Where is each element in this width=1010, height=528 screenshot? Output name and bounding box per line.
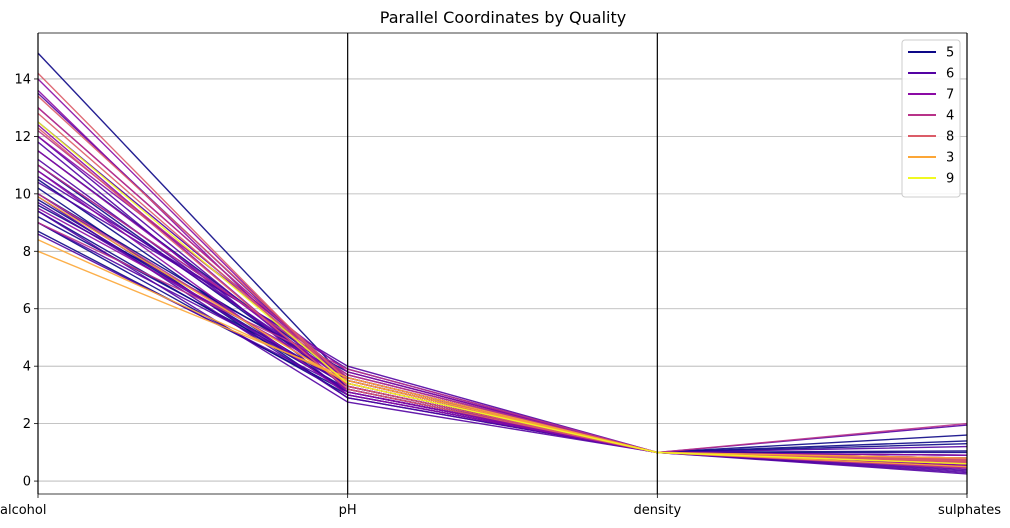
y-tick-label: 6 <box>23 302 31 317</box>
chart-title: Parallel Coordinates by Quality <box>380 8 626 27</box>
y-tick-label: 0 <box>23 475 31 490</box>
x-tick-label: pH <box>339 503 357 518</box>
legend-label: 4 <box>946 109 954 124</box>
series-lines-layer <box>37 52 968 475</box>
y-tick-label: 14 <box>14 72 31 87</box>
y-tick-label: 2 <box>23 417 31 432</box>
axes-layer: 0 2 4 6 8 10 12 14 alcohol pH density sulphates <box>0 32 1001 518</box>
legend-label: 9 <box>946 172 954 187</box>
series-line-quality-4 <box>37 221 968 454</box>
legend-label: 5 <box>946 46 954 61</box>
legend-label: 3 <box>946 151 954 166</box>
series-line-quality-3 <box>37 250 968 468</box>
series-line-quality-6 <box>37 196 968 454</box>
y-tick-label: 8 <box>23 245 31 260</box>
legend: 5 6 7 4 8 3 9 <box>901 39 961 198</box>
x-tick-label: density <box>633 503 681 518</box>
y-tick-label: 10 <box>14 187 31 202</box>
y-tick-label: 4 <box>23 360 31 375</box>
legend-label: 7 <box>946 88 954 103</box>
series-line-quality-9 <box>37 121 968 465</box>
x-tick-label: sulphates <box>938 503 1001 518</box>
legend-label: 8 <box>946 130 954 145</box>
x-tick-label: alcohol <box>0 503 46 518</box>
legend-label: 6 <box>946 67 954 82</box>
y-tick-label: 12 <box>14 130 31 145</box>
